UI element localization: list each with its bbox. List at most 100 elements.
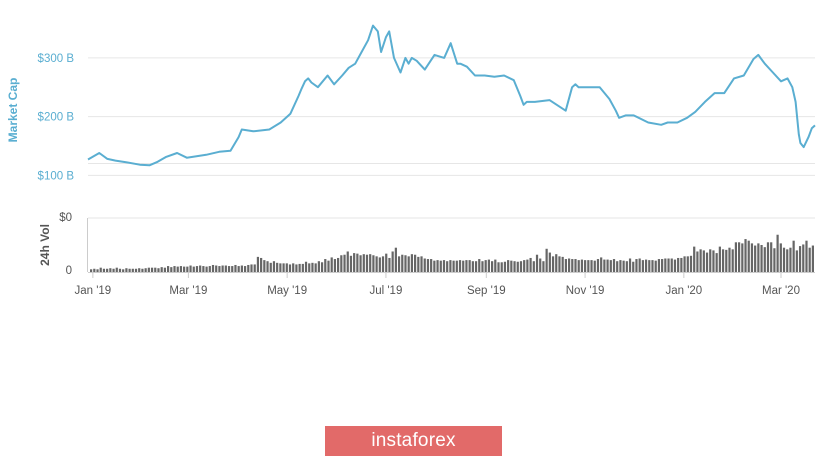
volume-bar <box>381 256 385 272</box>
volume-bar <box>375 256 378 272</box>
volume-bar <box>584 260 587 272</box>
volume-bar <box>279 263 282 272</box>
volume-bar <box>789 247 792 272</box>
volume-bar <box>526 259 529 272</box>
volume-bar <box>725 249 728 272</box>
volume-bar <box>256 256 260 272</box>
volume-bar <box>426 259 430 272</box>
volume-bar <box>734 242 738 272</box>
volume-bar <box>760 245 763 272</box>
volume-bar <box>442 260 446 272</box>
volume-bar <box>619 260 622 272</box>
price-tick-label: $300 B <box>38 53 75 65</box>
chart-container: $100 B $200 B $300 B Market Cap 0 $0 24h Vol Ja… <box>6 24 816 297</box>
volume-bar <box>166 266 170 272</box>
volume-bar <box>134 268 138 272</box>
volume-bar <box>590 260 593 272</box>
x-tick-label: Nov '19 <box>566 285 605 297</box>
volume-bar <box>369 254 372 272</box>
volume-bar <box>673 259 677 272</box>
volume-bar <box>497 262 500 272</box>
volume-bar <box>311 262 314 272</box>
volume-bar <box>693 246 696 272</box>
volume-bar <box>362 254 365 272</box>
volume-bar <box>391 251 394 272</box>
volume-bar <box>606 259 609 272</box>
volume-bar <box>696 251 699 272</box>
volume-bar <box>542 261 545 272</box>
volume-bar <box>596 259 600 272</box>
volume-bar <box>500 262 503 272</box>
volume-bar <box>491 261 494 272</box>
volume-bar <box>635 259 638 272</box>
volume-bar <box>282 263 285 272</box>
volume-bar <box>551 256 555 272</box>
volume-bar <box>702 250 705 272</box>
volume-bar <box>285 263 288 272</box>
volume-bar <box>763 247 766 272</box>
volume-bar <box>728 247 731 272</box>
volume-bar <box>567 258 571 272</box>
volume-bar <box>468 260 471 272</box>
volume-bar <box>782 247 786 272</box>
volume-bar <box>90 269 93 272</box>
volume-bar <box>211 264 215 272</box>
brand-watermark: instaforex <box>325 426 502 456</box>
volume-bar <box>109 268 112 272</box>
volume-bar <box>433 260 436 272</box>
volume-bar <box>654 260 657 272</box>
volume-bar <box>260 257 263 272</box>
volume-bar <box>808 247 811 272</box>
volume-bar <box>410 254 414 272</box>
market-cap-line <box>87 24 816 167</box>
volume-bars <box>90 234 814 272</box>
volume-bar <box>378 257 381 272</box>
volume-bar <box>625 261 628 272</box>
volume-bar <box>811 245 814 272</box>
volume-bar <box>163 267 166 272</box>
volume-bar <box>558 256 561 272</box>
volume-bar <box>147 267 150 272</box>
volume-bar <box>237 266 240 272</box>
volume-bar <box>628 258 632 272</box>
volume-bar <box>516 261 519 272</box>
volume-bar <box>404 255 407 272</box>
volume-bar <box>417 256 420 272</box>
volume-bar <box>337 257 340 272</box>
volume-bar <box>712 250 715 272</box>
volume-bar <box>96 269 99 272</box>
volume-bar <box>122 269 125 272</box>
volume-bar <box>320 262 324 272</box>
volume-bar <box>798 246 802 272</box>
volume-bar <box>253 264 256 272</box>
volume-bar <box>680 257 683 272</box>
volume-bar <box>202 266 205 272</box>
volume-bar <box>353 253 356 272</box>
volume-bar <box>580 259 584 272</box>
volume-bar <box>160 267 163 272</box>
volume-bar <box>657 259 661 272</box>
volume-bar <box>298 263 301 272</box>
volume-bar <box>705 252 709 272</box>
volume-bar <box>154 267 157 272</box>
price-tick-label: $100 B <box>38 170 75 182</box>
x-tick-label: Jan '19 <box>74 285 111 297</box>
volume-bar <box>343 254 346 272</box>
volume-bar <box>385 253 388 272</box>
volume-bar <box>465 260 468 272</box>
volume-bar <box>430 259 433 272</box>
volume-bar <box>487 259 490 272</box>
volume-bar <box>359 255 362 272</box>
volume-bar <box>439 260 442 272</box>
volume-bar <box>715 253 718 272</box>
volume-tick-label: 0 <box>66 265 72 277</box>
volume-bar <box>776 234 779 272</box>
volume-bar <box>263 260 266 272</box>
volume-bar <box>333 259 337 272</box>
volume-bar <box>356 253 359 272</box>
volume-bar <box>519 261 523 272</box>
x-tick-label: May '19 <box>267 285 307 297</box>
x-tick-label: Mar '20 <box>762 285 800 297</box>
volume-bar <box>243 266 247 272</box>
volume-bar <box>523 260 526 272</box>
